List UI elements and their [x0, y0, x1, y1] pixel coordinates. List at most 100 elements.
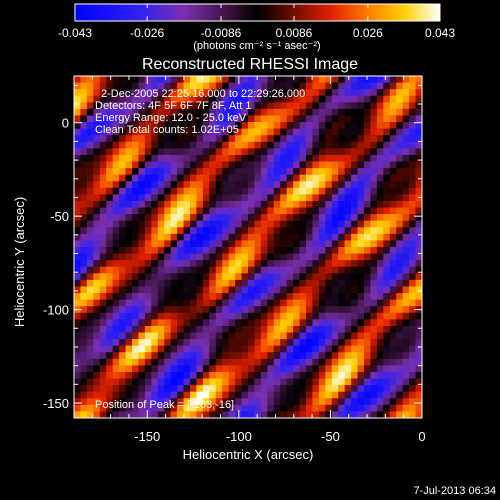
heatmap-cell — [248, 260, 255, 268]
heatmap-cell — [280, 358, 288, 366]
heatmap-cell — [396, 358, 404, 366]
heatmap-cell — [312, 345, 320, 353]
heatmap-cell — [409, 95, 416, 103]
heatmap-cell — [312, 128, 320, 136]
heatmap-cell — [376, 122, 384, 130]
heatmap-cell — [209, 319, 217, 327]
heatmap-cell — [338, 194, 346, 202]
heatmap-cell — [138, 325, 146, 333]
heatmap-cell — [248, 404, 255, 412]
heatmap-cell — [273, 82, 281, 90]
heatmap-cell — [344, 385, 352, 393]
heatmap-cell — [267, 227, 275, 235]
heatmap-cell — [318, 411, 326, 419]
heatmap-cell — [248, 391, 255, 399]
heatmap-cell — [119, 339, 126, 347]
heatmap-cell — [357, 108, 365, 116]
heatmap-cell — [125, 220, 133, 228]
heatmap-cell — [183, 299, 191, 307]
heatmap-cell — [338, 115, 346, 123]
heatmap-cell — [86, 220, 94, 228]
heatmap-cell — [389, 214, 397, 222]
heatmap-cell — [132, 365, 139, 373]
heatmap-cell — [228, 141, 236, 149]
heatmap-cell — [312, 82, 320, 90]
heatmap-cell — [376, 253, 384, 261]
heatmap-cell — [99, 108, 107, 116]
heatmap-cell — [357, 306, 365, 314]
heatmap-cell — [396, 253, 404, 261]
heatmap-cell — [241, 293, 249, 301]
heatmap-cell — [215, 273, 223, 281]
heatmap-cell — [215, 187, 223, 195]
heatmap-cell — [370, 207, 378, 215]
heatmap-cell — [389, 299, 397, 307]
heatmap-cell — [280, 385, 288, 393]
heatmap-cell — [306, 253, 313, 261]
heatmap-cell — [286, 273, 294, 281]
heatmap-cell — [331, 253, 339, 261]
heatmap-cell — [164, 345, 172, 353]
heatmap-cell — [260, 365, 268, 373]
heatmap-cell — [93, 200, 101, 208]
heatmap-cell — [338, 279, 346, 287]
heatmap-cell — [228, 154, 236, 162]
heatmap-cell — [144, 200, 152, 208]
heatmap-cell — [106, 76, 114, 83]
heatmap-cell — [202, 187, 210, 195]
heatmap-cell — [396, 220, 404, 228]
heatmap-cell — [106, 299, 114, 307]
heatmap-cell — [396, 378, 404, 386]
heatmap-cell — [222, 378, 230, 386]
heatmap-cell — [383, 306, 391, 314]
heatmap-cell — [202, 82, 210, 90]
heatmap-cell — [325, 260, 333, 268]
heatmap-cell — [318, 214, 326, 222]
heatmap-cell — [125, 273, 133, 281]
heatmap-cell — [273, 141, 281, 149]
heatmap-cell — [157, 345, 165, 353]
heatmap-cell — [409, 299, 416, 307]
heatmap-cell — [190, 148, 197, 156]
heatmap-cell — [132, 102, 139, 110]
heatmap-cell — [293, 345, 300, 353]
heatmap-cell — [241, 214, 249, 222]
heatmap-cell — [280, 141, 288, 149]
heatmap-cell — [235, 214, 242, 222]
heatmap-cell — [325, 95, 333, 103]
heatmap-cell — [106, 306, 114, 314]
heatmap-cell — [99, 312, 107, 320]
heatmap-cell — [396, 141, 404, 149]
heatmap-cell — [177, 345, 184, 353]
heatmap-cell — [409, 220, 416, 228]
heatmap-cell — [170, 286, 178, 294]
heatmap-cell — [344, 273, 352, 281]
heatmap-cell — [325, 279, 333, 287]
heatmap-cell — [138, 247, 146, 254]
heatmap-cell — [293, 260, 300, 268]
heatmap-cell — [338, 358, 346, 366]
heatmap-cell — [280, 174, 288, 182]
heatmap-cell — [177, 220, 184, 228]
heatmap-cell — [157, 260, 165, 268]
heatmap-cell — [119, 187, 126, 195]
heatmap-cell — [183, 365, 191, 373]
heatmap-cell — [119, 174, 126, 182]
heatmap-cell — [312, 227, 320, 235]
heatmap-cell — [80, 286, 88, 294]
heatmap-cell — [370, 89, 378, 97]
heatmap-cell — [228, 247, 236, 254]
heatmap-cell — [112, 339, 120, 347]
heatmap-cell — [306, 378, 313, 386]
heatmap-cell — [299, 325, 307, 333]
heatmap-cell — [306, 279, 313, 287]
heatmap-cell — [228, 312, 236, 320]
heatmap-cell — [312, 187, 320, 195]
heatmap-cell — [196, 266, 204, 274]
heatmap-cell — [402, 89, 410, 97]
heatmap-cell — [273, 207, 281, 215]
heatmap-cell — [357, 260, 365, 268]
heatmap-cell — [331, 312, 339, 320]
heatmap-cell — [364, 299, 371, 307]
heatmap-cell — [164, 115, 172, 123]
